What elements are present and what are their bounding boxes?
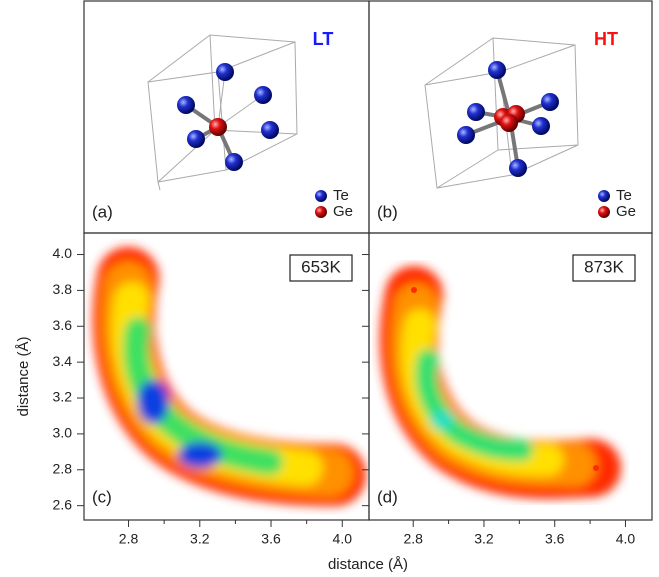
panel-label: (d)	[377, 487, 398, 506]
legend-label: Ge	[616, 203, 636, 220]
x-tick-label: 2.8	[403, 531, 423, 547]
legend-marker	[598, 190, 610, 202]
x-tick-label: 3.6	[545, 531, 565, 547]
legend-label: Te	[333, 187, 349, 204]
x-tick-label: 2.8	[119, 531, 139, 547]
phase-label: LT	[313, 29, 334, 49]
y-tick-label: 2.8	[53, 460, 73, 476]
legend-marker	[315, 206, 327, 218]
y-tick-label: 3.0	[53, 425, 73, 441]
phase-label: HT	[594, 29, 618, 49]
annotation-box	[289, 254, 353, 282]
legend-label: Ge	[333, 203, 353, 220]
y-tick-label: 3.6	[53, 317, 73, 333]
y-tick-label: 3.2	[53, 389, 73, 405]
panel-label: (c)	[92, 487, 112, 506]
y-tick-label: 4.0	[53, 245, 73, 261]
x-tick-label: 4.0	[333, 531, 353, 547]
crystal-lt	[147, 34, 298, 191]
annotation-box	[572, 254, 636, 282]
x-tick-label: 3.2	[474, 531, 494, 547]
x-tick-label: 4.0	[616, 531, 636, 547]
x-tick-label: 3.6	[261, 531, 281, 547]
x-tick-label: 3.2	[190, 531, 210, 547]
density-map	[92, 247, 366, 506]
crystal-ht	[424, 37, 579, 189]
y-tick-label: 3.8	[53, 281, 73, 297]
y-tick-label: 3.4	[53, 353, 73, 369]
x-axis-label: distance (Å)	[328, 556, 408, 573]
y-axis-label: distance (Å)	[15, 336, 32, 416]
annotation: 873K	[584, 257, 624, 276]
panel-label: (a)	[92, 202, 113, 221]
y-tick-label: 2.6	[53, 496, 73, 512]
plot-frame	[368, 232, 653, 521]
panel-label: (b)	[377, 202, 398, 221]
legend-label: Te	[616, 187, 632, 204]
density-map	[380, 266, 621, 499]
legend-marker	[315, 190, 327, 202]
legend-marker	[598, 206, 610, 218]
annotation: 653K	[301, 257, 341, 276]
